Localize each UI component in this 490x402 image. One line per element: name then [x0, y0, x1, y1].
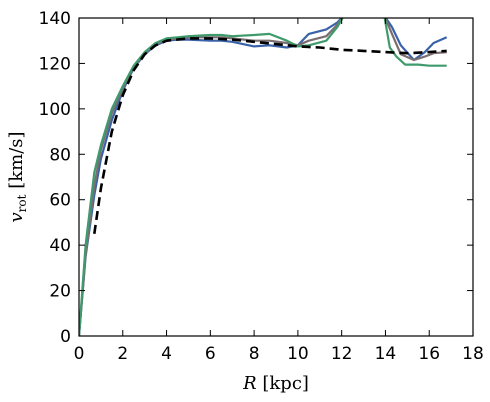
y-axis-unit: [km/s]	[6, 131, 27, 194]
plot-frame	[78, 17, 474, 337]
series-layer	[79, 18, 448, 336]
y-tick-label: 140	[39, 9, 71, 29]
series-line-solid-2	[79, 18, 447, 336]
y-tick-label: 100	[39, 100, 71, 120]
y-axis-label: vrot [km/s]	[6, 131, 29, 222]
y-axis-subscript: rot	[15, 194, 29, 212]
y-tick-label: 0	[60, 327, 71, 347]
x-tick-label: 18	[462, 344, 484, 364]
x-tick-label: 2	[117, 344, 128, 364]
x-axis-label: R [kpc]	[242, 373, 309, 394]
x-tick-label: 12	[331, 344, 353, 364]
y-tick-label: 80	[49, 145, 71, 165]
x-axis-unit: [kpc]	[257, 373, 309, 394]
x-tick-label: 4	[161, 344, 172, 364]
y-tick-label: 20	[49, 282, 71, 302]
series-line-dashed	[93, 37, 447, 234]
x-tick-label: 8	[249, 344, 260, 364]
y-tick-label: 40	[49, 236, 71, 256]
y-axis-symbol: v	[6, 212, 27, 222]
tick-layer: 0 2 4 6 8 10 12 14 16 18 0 20 40 60 80 100 120 140	[39, 9, 484, 364]
x-tick-label: 16	[418, 344, 440, 364]
series-line-solid-3	[79, 18, 447, 336]
y-tick-label: 120	[39, 54, 71, 74]
y-tick-label: 60	[49, 191, 71, 211]
x-tick-label: 14	[375, 344, 397, 364]
x-tick-label: 6	[205, 344, 216, 364]
series-line-solid-1	[79, 18, 448, 336]
x-axis-symbol: R	[242, 373, 257, 394]
x-tick-label: 0	[74, 344, 85, 364]
x-tick-label: 10	[287, 344, 309, 364]
